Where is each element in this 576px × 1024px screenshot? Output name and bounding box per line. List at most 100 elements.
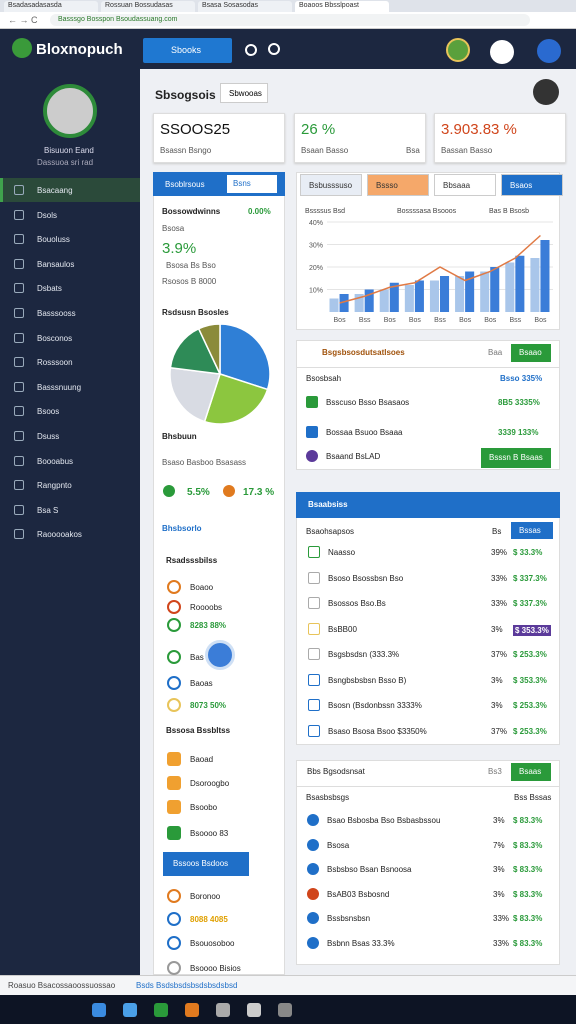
bar	[354, 294, 364, 312]
list-item[interactable]: Bas	[190, 653, 204, 662]
row-pct: 3%	[491, 675, 503, 685]
tab-active[interactable]: Bsns	[227, 175, 277, 193]
menu-item[interactable]: Rangpnto	[37, 481, 72, 491]
chart-tab[interactable]: Bsbusssuso	[300, 174, 362, 196]
list-item[interactable]: Baoad	[190, 755, 214, 764]
status-text: Roasuo Bsacossaoossuossao	[8, 981, 116, 990]
row-label[interactable]: Bsscuso Bsso Bsasaos	[326, 398, 410, 407]
browser-tab[interactable]: Rossuan Bossudasas	[101, 1, 195, 12]
row-pct: 3%	[493, 816, 505, 825]
list-item[interactable]: Bsoooo Bisios	[190, 964, 241, 973]
row-pct: 3%	[493, 865, 505, 874]
row-label[interactable]: BsAB03 Bsbosnd	[327, 889, 390, 899]
header-button[interactable]: Sbooks	[143, 38, 232, 63]
list-item[interactable]: 8073 50%	[190, 701, 227, 710]
row-label[interactable]: Naasso	[328, 548, 356, 557]
heading-value: 0.00%	[248, 207, 271, 216]
menu-item[interactable]: Boooabus	[37, 456, 74, 466]
info-line: Bsosa Bs Bso	[166, 261, 216, 270]
row-label[interactable]: Bsao Bsbosba Bso Bsbasbssou	[327, 816, 441, 825]
chart-tab[interactable]: Bssso	[367, 174, 429, 196]
settings-icon[interactable]	[537, 39, 561, 63]
menu-item[interactable]: Bsoos	[37, 407, 60, 417]
list-item[interactable]: Boaoo	[190, 583, 214, 592]
row-label[interactable]: Bsgsbsdsn (333.3%	[328, 650, 400, 659]
row-label[interactable]: Bsossos Bso.Bs	[328, 599, 386, 608]
browser-tab[interactable]: Boaoos Bbsslpoast	[295, 1, 389, 12]
list-item[interactable]: Baoas	[190, 679, 213, 688]
row-value: $ 253.3%	[513, 650, 547, 659]
menu-icon	[14, 529, 24, 540]
menu-item[interactable]: Dsbats	[37, 284, 62, 294]
menu-item[interactable]: Bsacaang	[37, 186, 73, 195]
avatar[interactable]	[446, 38, 470, 62]
row-label[interactable]: Bsoso Bsossbsn Bso	[328, 573, 404, 583]
browser-tab[interactable]: Bsadasadasasda	[4, 1, 98, 12]
menu-item[interactable]: Bouoluss	[37, 235, 70, 245]
item-icon	[167, 936, 181, 950]
icon[interactable]	[245, 44, 257, 56]
row-icon	[308, 724, 320, 737]
list-item[interactable]: Boronoo	[190, 892, 221, 901]
row-label[interactable]: Bsaand BsLAD	[326, 452, 381, 461]
list-item[interactable]: Roooobs	[190, 603, 223, 612]
sub-label: Bsosa	[162, 224, 185, 233]
kpi-note: Bsa	[406, 146, 420, 155]
menu-item[interactable]: Bansaulos	[37, 259, 75, 269]
menu-item[interactable]: Bosconos	[37, 333, 73, 343]
list-item[interactable]: Dsoroogbo	[190, 779, 230, 788]
list-item[interactable]: 8283 88%	[190, 621, 227, 630]
divider	[296, 786, 560, 787]
row-label[interactable]: Bsosa	[327, 840, 350, 850]
page-title: Sbsogsois	[155, 88, 216, 102]
row-label[interactable]: BsBB00	[328, 624, 357, 634]
tab[interactable]: Bsoblrsous	[165, 180, 205, 189]
menu-item[interactable]: Basssooss	[37, 309, 76, 318]
row-label[interactable]: Bssbsnsbsn	[327, 914, 371, 923]
table-header	[296, 492, 560, 518]
menu-item[interactable]: Dsuss	[37, 432, 60, 441]
row-label[interactable]: Bsngbsbsbsn Bsso B)	[328, 675, 407, 685]
chart-tab[interactable]: Bbsaaa	[434, 174, 496, 196]
row-label[interactable]: Bsbsbso Bsan Bsnoosa	[327, 865, 412, 874]
list-item[interactable]: 8088 4085	[190, 915, 228, 924]
taskbar-icon[interactable]	[247, 1003, 261, 1017]
page-button[interactable]: Sbwooas	[220, 83, 268, 103]
pie-caption: Bhsbuun	[162, 432, 197, 441]
table-button[interactable]: Bssas	[511, 522, 553, 539]
notification-icon[interactable]	[490, 40, 514, 64]
taskbar-icon[interactable]	[154, 1003, 168, 1017]
menu-item[interactable]: Dsols	[37, 210, 58, 220]
card-button[interactable]: Bsaao	[511, 344, 551, 362]
list-item[interactable]: Bsoooo 83	[190, 829, 229, 838]
taskbar-icon[interactable]	[92, 1003, 106, 1017]
taskbar-icon[interactable]	[216, 1003, 230, 1017]
row-label[interactable]: Bossaa Bsuoo Bsaaa	[326, 428, 403, 437]
taskbar-icon[interactable]	[185, 1003, 199, 1017]
menu-item[interactable]: Raooooakos	[37, 530, 82, 540]
chart-tab[interactable]: Bsaos	[501, 174, 563, 196]
kpi-value: SSOOS25	[160, 121, 231, 138]
url-field[interactable]: Basssgo Bosspon Bsoudassuang.com	[50, 14, 530, 26]
row-pct: 39%	[491, 548, 508, 557]
list-item[interactable]: Bsouosoboo	[190, 939, 235, 948]
menu-item[interactable]: Basssnuung	[37, 382, 82, 392]
panel-button[interactable]: Bssoos Bsdoos	[163, 852, 249, 876]
browser-tab[interactable]: Bsasa Sosasodas	[198, 1, 292, 12]
taskbar-icon[interactable]	[278, 1003, 292, 1017]
row-label[interactable]: Bsosn (Bsdonbssn 3333%	[328, 701, 422, 710]
menu-item[interactable]: Bsa S	[37, 505, 59, 515]
card-button[interactable]: Bsaas	[511, 763, 551, 781]
search-icon[interactable]	[268, 43, 280, 55]
status-link[interactable]: Bsds Bsdsbsdsbsdsbsdsbsd	[136, 981, 238, 990]
menu-item[interactable]: Rosssoon	[37, 358, 73, 368]
row-label[interactable]: Bsbnn Bsas 33.3%	[327, 938, 395, 948]
badge: Baa	[488, 348, 503, 357]
row-value: $ 337.3%	[513, 599, 547, 608]
big-value: 3.9%	[162, 240, 197, 257]
taskbar-icon[interactable]	[123, 1003, 137, 1017]
row-button[interactable]: Bsssn B Bsaas	[481, 448, 551, 468]
list-item[interactable]: Bsoobo	[190, 803, 218, 812]
menu-icon	[14, 455, 24, 466]
row-label[interactable]: Bsaso Bsosa Bsoo $3350%	[328, 726, 427, 736]
